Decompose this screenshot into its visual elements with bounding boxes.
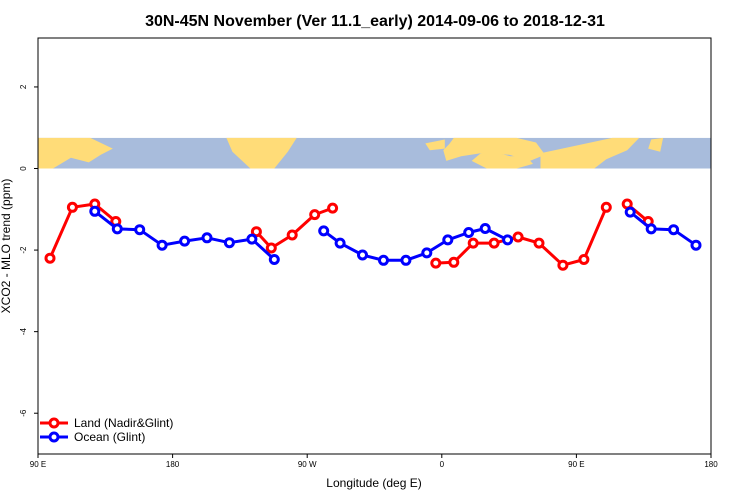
data-point	[318, 225, 330, 237]
data-point	[246, 233, 258, 245]
legend-label-ocean: Ocean (Glint)	[74, 430, 145, 444]
x-tick-label: 0	[440, 460, 445, 469]
map-land-shape	[226, 137, 297, 169]
series-layer	[44, 198, 702, 271]
data-point	[250, 226, 262, 238]
series-line	[93, 210, 276, 261]
y-tick-label: 2	[19, 84, 28, 89]
data-point	[624, 206, 636, 218]
y-axis-label: XCO2 - MLO trend (ppm)	[0, 179, 13, 314]
data-point	[357, 249, 368, 261]
y-tick-label: 0	[19, 166, 28, 171]
data-point	[334, 237, 346, 249]
y-tick-label: -2	[19, 246, 28, 254]
data-point	[327, 202, 339, 214]
map-land-shape	[540, 137, 640, 169]
x-tick-label: 180	[704, 460, 718, 469]
data-point	[467, 237, 479, 249]
map-land-shape	[443, 137, 545, 161]
data-point	[400, 254, 412, 266]
data-point	[430, 257, 442, 269]
plot-frame	[37, 37, 712, 455]
data-point	[44, 252, 56, 264]
data-point	[448, 256, 460, 268]
data-point	[557, 259, 569, 271]
data-point	[309, 209, 321, 221]
data-point	[479, 223, 491, 234]
y-tick-label: -4	[19, 328, 28, 336]
data-point	[66, 201, 78, 213]
data-point	[111, 223, 123, 235]
series-line	[629, 210, 697, 247]
x-tick-label: 90 E	[30, 460, 46, 469]
data-point	[668, 224, 680, 236]
data-point	[533, 237, 545, 249]
y-tick-label: -6	[19, 409, 28, 417]
data-point	[442, 234, 454, 246]
series-line	[322, 227, 509, 262]
x-tick-label: 90 E	[568, 460, 584, 469]
data-point	[512, 231, 524, 243]
data-point	[421, 247, 433, 259]
legend-swatch-ocean-marker	[48, 431, 60, 443]
data-point	[578, 254, 590, 265]
data-point	[201, 232, 213, 244]
series-land	[44, 198, 654, 271]
chart-title: 30N-45N November (Ver 11.1_early) 2014-0…	[145, 13, 605, 30]
data-point	[265, 242, 277, 254]
x-tick-label: 90 W	[298, 460, 317, 469]
map-land-shape	[648, 137, 664, 152]
data-point	[156, 239, 168, 251]
x-tick-label: 180	[166, 460, 180, 469]
map-land-shape	[471, 151, 533, 169]
data-point	[502, 234, 514, 246]
data-point	[600, 201, 612, 213]
series-line	[48, 202, 117, 259]
data-point	[89, 205, 101, 217]
x-axis-label: Longitude (deg E)	[326, 476, 421, 490]
y-axis: -6 -4 -2 0 2	[19, 84, 38, 417]
legend: Land (Nadir&Glint) Ocean (Glint)	[40, 416, 173, 444]
x-axis: 90 E 180 90 W 0 90 E 180	[30, 454, 718, 469]
legend-label-land: Land (Nadir&Glint)	[74, 416, 173, 430]
data-point	[463, 227, 475, 238]
data-point	[268, 254, 280, 265]
series-ocean	[89, 205, 702, 266]
world-map-strip	[38, 137, 711, 169]
data-point	[286, 229, 298, 241]
data-point	[223, 237, 235, 249]
legend-item-land: Land (Nadir&Glint)	[40, 416, 173, 430]
data-point	[488, 237, 500, 249]
data-point	[134, 224, 146, 236]
legend-item-ocean: Ocean (Glint)	[40, 430, 145, 444]
data-point	[378, 254, 389, 266]
map-land-shape	[425, 139, 445, 151]
data-point	[179, 235, 191, 247]
data-point	[690, 239, 702, 251]
map-land-shape	[38, 137, 113, 169]
data-point	[645, 223, 657, 235]
legend-swatch-land-marker	[48, 417, 60, 429]
